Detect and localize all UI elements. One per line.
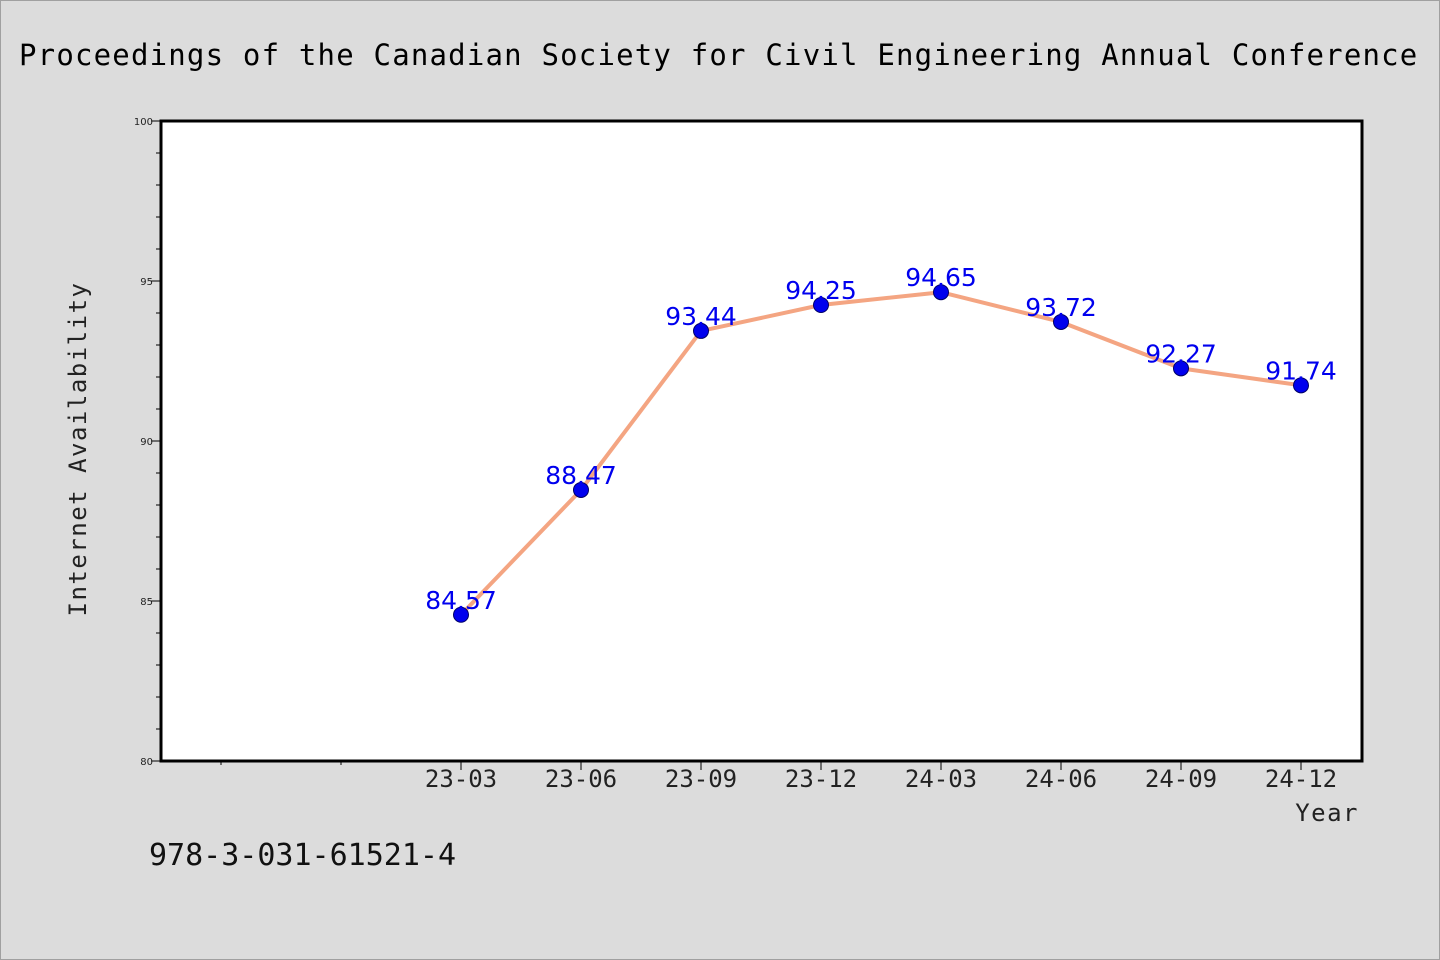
x-tick-label: 24-06	[1025, 765, 1097, 793]
y-axis-label: Internet Availability	[64, 282, 92, 617]
data-point	[693, 322, 709, 339]
x-tick-label: 23-03	[425, 765, 497, 793]
x-tick-label: 24-03	[905, 765, 977, 793]
data-label: 92.27	[1145, 339, 1217, 368]
data-point	[813, 297, 829, 313]
data-point	[1053, 313, 1069, 330]
data-point	[1293, 377, 1309, 394]
isbn-text: 978-3-031-61521-4	[149, 838, 456, 873]
y-tick-label: 90	[140, 437, 153, 448]
axis-ticks: 80 85 90 95 100 23-03 23-06 23-09 23-12 24-03 24-0…	[134, 117, 1337, 793]
plot-border	[159, 119, 1364, 763]
data-label: 91.74	[1265, 356, 1337, 385]
data-point	[1173, 360, 1189, 377]
x-tick-label: 23-12	[785, 765, 857, 793]
plot-area	[161, 121, 1362, 761]
data-point	[933, 284, 949, 301]
x-tick-label: 23-09	[665, 765, 737, 793]
data-label: 93.72	[1025, 293, 1097, 322]
x-tick-label: 23-06	[545, 765, 617, 793]
y-tick-label: 80	[140, 757, 153, 768]
data-label: 94.25	[785, 276, 857, 305]
series-line-group	[459, 290, 1303, 617]
y-tick-label: 95	[140, 277, 153, 288]
data-label: 84.57	[425, 586, 497, 615]
data-point	[453, 606, 469, 623]
series-line	[459, 290, 1303, 617]
x-tick-label: 24-12	[1265, 765, 1337, 793]
data-label: 88.47	[545, 461, 617, 490]
data-point	[573, 481, 589, 498]
x-tick-label: 24-09	[1145, 765, 1217, 793]
y-tick-label: 85	[140, 597, 153, 608]
data-label: 94.65	[905, 263, 977, 292]
x-axis-label: Year	[1295, 799, 1359, 827]
data-label: 93.44	[665, 302, 737, 331]
data-labels-group: 84.57 88.47 93.44 94.25 94.65 93.72 92.27 91.74	[425, 263, 1337, 615]
page-title: Proceedings of the Canadian Society for …	[19, 38, 1440, 72]
markers-group	[453, 284, 1309, 623]
y-tick-label: 100	[134, 117, 153, 128]
